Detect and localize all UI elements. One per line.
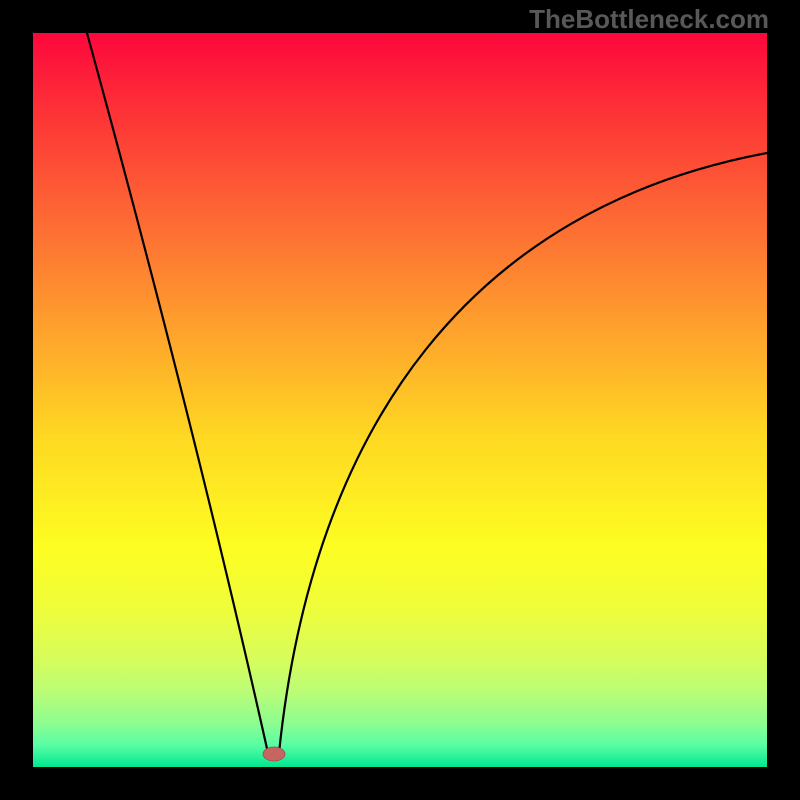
- plot-area: [33, 33, 767, 767]
- optimum-marker: [261, 745, 287, 763]
- curve-path: [87, 33, 767, 753]
- marker-ellipse: [263, 747, 285, 761]
- chart-stage: TheBottleneck.com: [0, 0, 800, 800]
- bottleneck-curve: [33, 33, 767, 767]
- watermark-label: TheBottleneck.com: [529, 4, 769, 35]
